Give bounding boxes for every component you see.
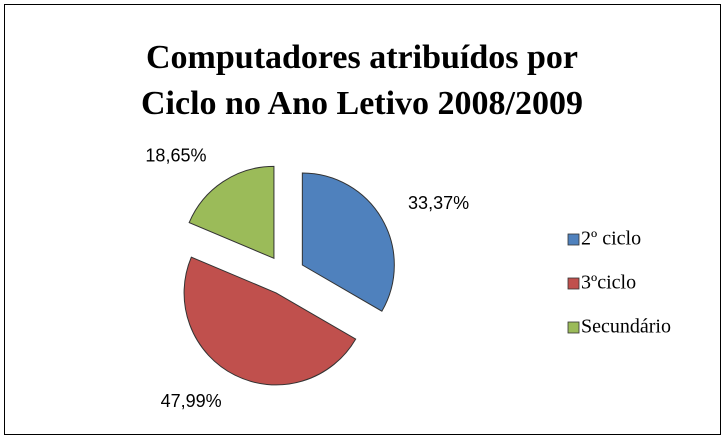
pie-slice <box>183 256 357 386</box>
legend-swatch <box>567 233 580 246</box>
data-label: 18,65% <box>145 145 206 165</box>
legend-label: 3ºciclo <box>581 272 636 294</box>
legend-label: Secundário <box>581 316 671 338</box>
chart-title: Computadores atribuídos por Ciclo no Ano … <box>141 39 583 122</box>
pie-slice <box>188 165 275 260</box>
data-label: 47,99% <box>161 391 222 411</box>
pie-slice <box>301 172 395 312</box>
legend-swatch <box>567 321 580 334</box>
legend-label: 2º ciclo <box>581 228 641 250</box>
data-label: 33,37% <box>408 193 469 213</box>
legend-swatch <box>567 277 580 290</box>
